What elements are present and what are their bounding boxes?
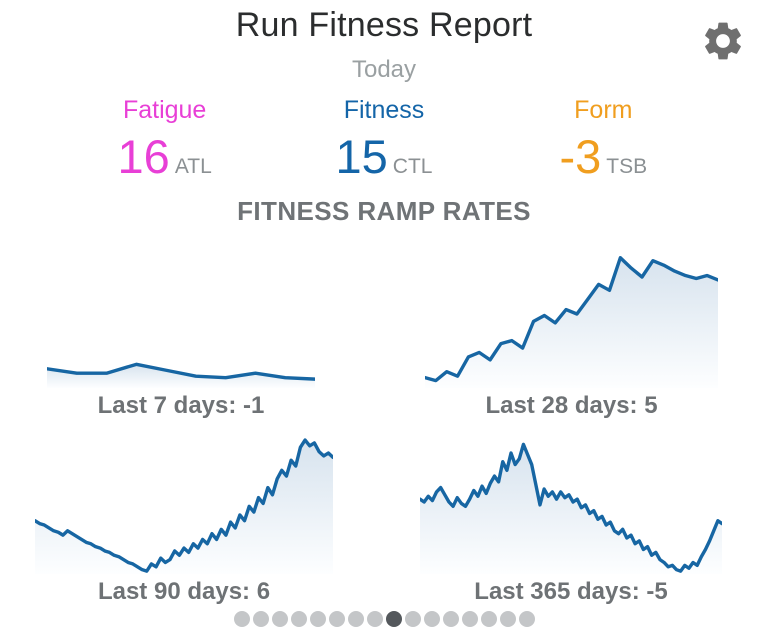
page-dot[interactable] — [366, 611, 383, 627]
page-dot[interactable] — [328, 611, 345, 627]
chart-last-7-days: Last 7 days: -1 — [47, 240, 315, 420]
page-dot[interactable] — [499, 611, 516, 627]
chart-label-7-days: Last 7 days: -1 — [97, 392, 265, 419]
chart-label-90-days: Last 90 days: 6 — [97, 578, 271, 605]
page-dot[interactable] — [271, 611, 288, 627]
page-title: Run Fitness Report — [235, 6, 533, 44]
form-unit: TSB — [606, 155, 648, 178]
sparkline-7-days — [47, 240, 315, 388]
metric-fitness: Fitness 15 CTL — [309, 96, 459, 180]
settings-button[interactable] — [700, 18, 746, 64]
sparkline-90-days — [35, 430, 333, 574]
fatigue-label: Fatigue — [122, 96, 207, 124]
page-dot[interactable] — [518, 611, 535, 627]
page-dot[interactable] — [423, 611, 440, 627]
page-dot[interactable] — [309, 611, 326, 627]
metrics-row: Fatigue 16 ATL Fitness 15 CTL Form -3 TS… — [55, 96, 713, 180]
form-value: -3 — [559, 130, 602, 183]
section-title: FITNESS RAMP RATES — [237, 196, 531, 226]
form-label: Form — [574, 96, 633, 124]
pagination-dots — [0, 611, 768, 627]
fatigue-unit: ATL — [174, 155, 212, 178]
page-dot-active[interactable] — [385, 611, 402, 627]
page-dot[interactable] — [252, 611, 269, 627]
fitness-unit: CTL — [392, 155, 433, 178]
page-dot[interactable] — [290, 611, 307, 627]
chart-last-365-days: Last 365 days: -5 — [420, 430, 722, 606]
fitness-label: Fitness — [343, 96, 425, 124]
chart-label-365-days: Last 365 days: -5 — [474, 578, 668, 605]
page-dot[interactable] — [480, 611, 497, 627]
metric-fatigue: Fatigue 16 ATL — [90, 96, 240, 180]
page-dot[interactable] — [233, 611, 250, 627]
fatigue-value: 16 — [117, 130, 170, 183]
page-dot[interactable] — [347, 611, 364, 627]
chart-last-90-days: Last 90 days: 6 — [35, 430, 333, 606]
chart-last-28-days: Last 28 days: 5 — [425, 240, 718, 420]
fitness-value: 15 — [335, 130, 388, 183]
page-dot[interactable] — [461, 611, 478, 627]
gear-icon — [700, 22, 746, 68]
metric-form: Form -3 TSB — [528, 96, 678, 180]
sparkline-365-days — [420, 430, 722, 574]
date-subtitle: Today — [351, 56, 417, 83]
page-dot[interactable] — [404, 611, 421, 627]
sparkline-28-days — [425, 240, 718, 388]
chart-label-28-days: Last 28 days: 5 — [485, 392, 658, 419]
page-dot[interactable] — [442, 611, 459, 627]
